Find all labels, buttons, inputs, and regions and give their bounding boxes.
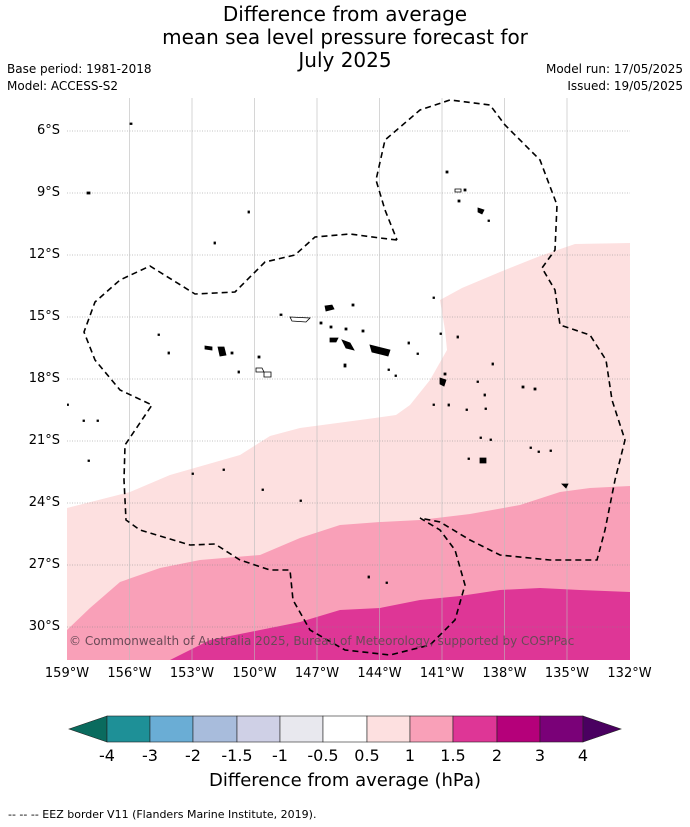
colorbar-segment--1.5--1 xyxy=(236,715,281,743)
colorbar-tick-label: -0.5 xyxy=(307,746,339,765)
eez-borders xyxy=(83,99,626,656)
copyright-notice: © Commonwealth of Australia 2025, Bureau… xyxy=(69,634,575,648)
colorbar-segment--1--0.5 xyxy=(279,715,324,743)
x-tick-label: 132°W xyxy=(607,666,652,681)
map-title-line-2: mean sea level pressure forecast for xyxy=(162,25,528,49)
y-tick-label: 27°S xyxy=(28,557,60,572)
x-tick-label: 138°W xyxy=(482,666,527,681)
colorbar-segment--0.5-0.5 xyxy=(322,715,368,743)
eez-legend-footer: -- -- -- EEZ border V11 (Flanders Marine… xyxy=(8,808,317,821)
x-tick-label: 153°W xyxy=(169,666,215,681)
colorbar-segment-1-1.5 xyxy=(409,715,454,743)
x-tick-label: 141°W xyxy=(419,666,465,681)
colorbar-segment-1.5-2 xyxy=(452,715,498,743)
colorbar-segment-lt-4 xyxy=(68,715,108,743)
colorbar-segment-0.5-1 xyxy=(366,715,411,743)
y-tick-label: 15°S xyxy=(28,309,60,324)
island-outlines xyxy=(67,122,569,584)
x-tick-label: 147°W xyxy=(294,666,340,681)
y-tick-label: 12°S xyxy=(28,247,60,262)
colorbar-segment-3-4 xyxy=(539,715,584,743)
model-run: Model run: 17/05/2025 xyxy=(545,62,683,76)
map-plot-area xyxy=(67,98,630,660)
y-tick-label: 18°S xyxy=(28,371,60,386)
colorbar-tick-label: -4 xyxy=(99,746,115,765)
y-tick-label: 6°S xyxy=(36,123,60,138)
colorbar-tick-label: -2 xyxy=(185,746,201,765)
x-tick-label: 156°W xyxy=(107,666,152,681)
colorbar-segment--2--1.5 xyxy=(192,715,238,743)
map-title-line-1: Difference from average xyxy=(222,2,468,26)
colorbar xyxy=(68,715,622,743)
colorbar-tick-label: 1.5 xyxy=(440,746,466,765)
colorbar-tick-label: 4 xyxy=(577,746,589,765)
colorbar-label: Difference from average (hPa) xyxy=(208,770,482,791)
x-tick-label: 159°W xyxy=(44,666,90,681)
colorbar-segment--4--3 xyxy=(106,715,151,743)
x-tick-label: 150°W xyxy=(232,666,277,681)
colorbar-tick-label: -1.5 xyxy=(221,746,253,765)
colorbar-tick-label: -1 xyxy=(272,746,288,765)
colorbar-segment--3--2 xyxy=(149,715,194,743)
colorbar-tick-label: -3 xyxy=(142,746,158,765)
y-tick-label: 30°S xyxy=(28,619,60,634)
colorbar-segment-gt4 xyxy=(582,715,622,743)
x-tick-label: 135°W xyxy=(544,666,590,681)
y-tick-label: 24°S xyxy=(28,495,60,510)
colorbar-tick-label: 0.5 xyxy=(354,746,380,765)
model-name: Model: ACCESS-S2 xyxy=(7,79,119,93)
colorbar-tick-label: 2 xyxy=(491,746,503,765)
base-period: Base period: 1981-2018 xyxy=(7,62,152,76)
colorbar-tick-label: 1 xyxy=(404,746,416,765)
grid-lines xyxy=(67,98,630,660)
colorbar-segment-2-3 xyxy=(496,715,541,743)
map-title-line-3: July 2025 xyxy=(298,48,392,72)
y-tick-label: 21°S xyxy=(28,433,60,448)
x-tick-label: 144°W xyxy=(357,666,402,681)
eez-cook-islands xyxy=(83,99,626,656)
band-1.5-2 xyxy=(170,588,630,660)
issued-date: Issued: 19/05/2025 xyxy=(567,79,683,93)
y-tick-label: 9°S xyxy=(36,185,60,200)
colorbar-tick-label: 3 xyxy=(534,746,546,765)
